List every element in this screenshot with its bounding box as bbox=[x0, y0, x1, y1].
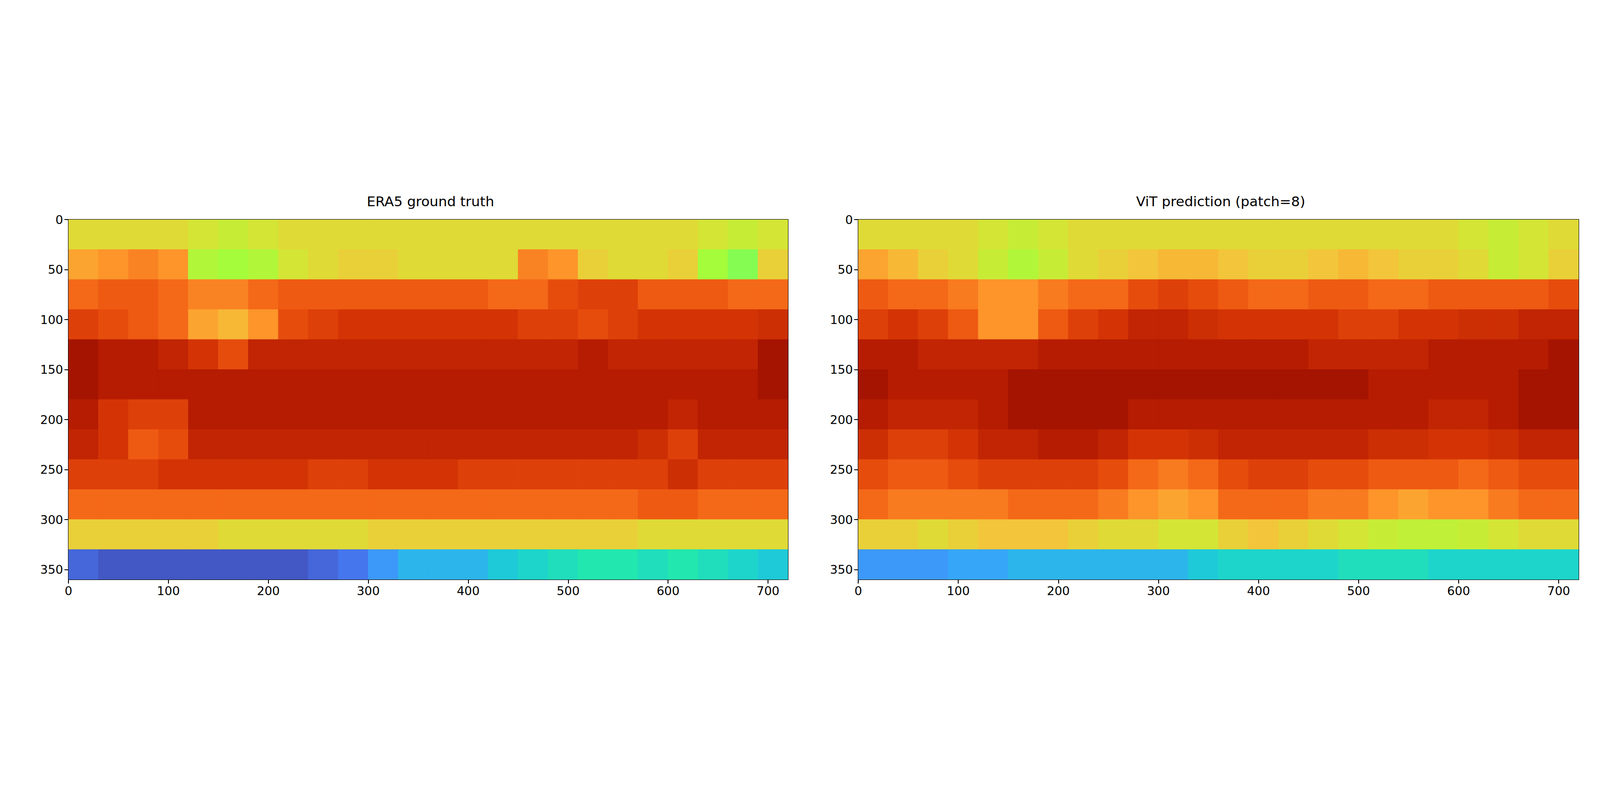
svg-text:0: 0 bbox=[854, 584, 862, 598]
svg-text:100: 100 bbox=[40, 312, 64, 327]
svg-text:500: 500 bbox=[1347, 584, 1371, 598]
svg-text:700: 700 bbox=[756, 584, 780, 598]
svg-text:700: 700 bbox=[1547, 584, 1571, 598]
svg-text:0: 0 bbox=[845, 212, 853, 227]
svg-text:250: 250 bbox=[40, 462, 64, 477]
svg-text:200: 200 bbox=[1047, 584, 1071, 598]
svg-text:600: 600 bbox=[656, 584, 680, 598]
svg-text:350: 350 bbox=[40, 562, 64, 577]
svg-text:ERA5 ground truth: ERA5 ground truth bbox=[366, 193, 495, 210]
svg-text:400: 400 bbox=[456, 584, 480, 598]
svg-text:0: 0 bbox=[55, 212, 64, 227]
svg-text:50: 50 bbox=[48, 262, 64, 277]
svg-text:200: 200 bbox=[256, 584, 280, 598]
svg-text:100: 100 bbox=[829, 312, 853, 327]
svg-text:350: 350 bbox=[829, 562, 853, 577]
svg-text:200: 200 bbox=[40, 412, 64, 427]
svg-text:200: 200 bbox=[829, 412, 853, 427]
svg-text:0: 0 bbox=[64, 584, 72, 598]
svg-text:150: 150 bbox=[40, 362, 64, 377]
svg-text:300: 300 bbox=[829, 512, 853, 527]
svg-text:300: 300 bbox=[40, 512, 64, 527]
svg-text:600: 600 bbox=[1447, 584, 1471, 598]
svg-text:50: 50 bbox=[837, 262, 853, 277]
svg-text:250: 250 bbox=[829, 462, 853, 477]
svg-text:300: 300 bbox=[1147, 584, 1171, 598]
svg-text:300: 300 bbox=[356, 584, 380, 598]
svg-text:100: 100 bbox=[946, 584, 970, 598]
svg-text:150: 150 bbox=[829, 362, 853, 377]
svg-text:ViT prediction (patch=8): ViT prediction (patch=8) bbox=[1136, 193, 1306, 210]
svg-text:500: 500 bbox=[556, 584, 580, 598]
svg-text:100: 100 bbox=[156, 584, 180, 598]
svg-text:400: 400 bbox=[1247, 584, 1271, 598]
